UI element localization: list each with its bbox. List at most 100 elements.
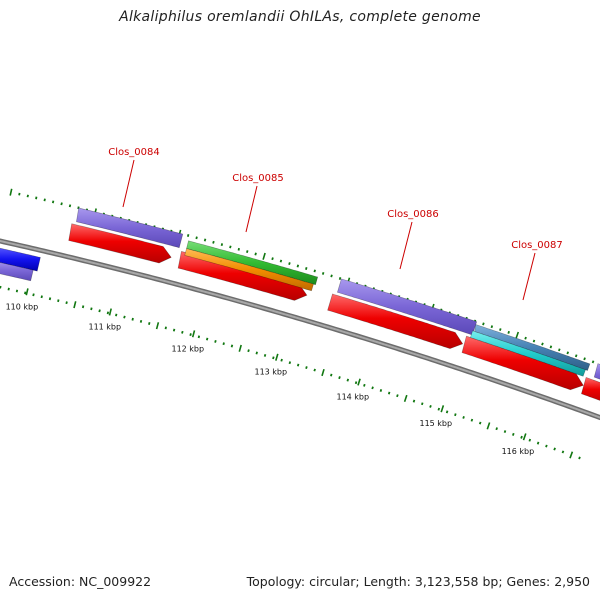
minor-tick [499, 328, 502, 331]
minor-tick [230, 344, 234, 348]
minor-tick [106, 311, 110, 315]
minor-tick [43, 198, 46, 202]
minor-tick [371, 386, 374, 390]
minor-tick [412, 399, 416, 403]
minor-tick [338, 277, 342, 280]
minor-tick [271, 257, 274, 261]
minor-tick [254, 252, 257, 256]
minor-tick [172, 328, 176, 332]
minor-tick [288, 361, 292, 365]
minor-tick [421, 402, 424, 406]
minor-tick [90, 307, 93, 311]
gene-band [0, 262, 34, 282]
accession-text: Accession: NC_009922 [9, 574, 152, 589]
minor-tick [520, 435, 523, 439]
map-title: Alkaliphilus oremlandii OhILAs, complete… [119, 9, 481, 25]
minor-tick [561, 450, 565, 454]
minor-tick [536, 441, 540, 445]
major-tick [9, 188, 13, 196]
minor-tick [574, 354, 578, 358]
minor-tick [288, 262, 291, 266]
minor-tick [255, 351, 258, 355]
minor-tick [212, 240, 215, 244]
scale-tick [275, 353, 279, 361]
minor-tick [532, 339, 536, 343]
gene-label: Clos_0086 [387, 209, 439, 220]
minor-tick [123, 315, 126, 319]
cds-arrow [581, 377, 600, 401]
minor-tick [558, 348, 561, 352]
minor-tick [495, 427, 498, 431]
minor-tick [541, 342, 544, 346]
gene-label: Clos_0085 [232, 173, 284, 184]
minor-tick [65, 301, 68, 305]
major-tick [262, 252, 266, 260]
label-leader-line [522, 252, 536, 301]
minor-tick [214, 339, 217, 343]
minor-tick [305, 366, 308, 370]
scale-tick [357, 378, 361, 386]
label-leader-line [399, 221, 413, 270]
minor-tick [51, 200, 55, 204]
minor-tick [482, 322, 485, 326]
scale-tick [191, 330, 196, 338]
minor-tick [507, 330, 510, 334]
scale-tick [25, 288, 29, 296]
minor-tick [7, 287, 10, 291]
minor-tick [247, 349, 250, 353]
minor-tick [237, 247, 240, 251]
minor-tick [470, 418, 474, 422]
genome-summary-text: Topology: circular; Length: 3,123,558 bp… [246, 574, 590, 589]
inner-tick-ring [0, 285, 581, 460]
minor-tick [115, 313, 118, 317]
minor-tick [272, 356, 275, 360]
major-tick [155, 322, 160, 330]
scale-tick [108, 308, 112, 316]
label-leader-line [122, 159, 135, 208]
minor-tick [553, 447, 556, 451]
gene-band [470, 330, 586, 377]
minor-tick [189, 333, 192, 337]
minor-tick [528, 438, 532, 442]
minor-tick [246, 250, 249, 254]
minor-tick [220, 243, 224, 247]
minor-tick [330, 274, 333, 278]
minor-tick [462, 416, 465, 419]
genome-backbone-highlight [0, 239, 600, 419]
minor-tick [512, 432, 515, 436]
minor-tick [354, 381, 358, 385]
scale-label: 110 kbp [6, 303, 39, 312]
scale-label: 113 kbp [254, 368, 287, 377]
gene-label: Clos_0084 [108, 147, 160, 158]
minor-tick [15, 289, 19, 293]
minor-tick [195, 236, 198, 240]
scale-tick [522, 433, 527, 441]
minor-tick [60, 202, 63, 206]
major-tick [321, 368, 325, 377]
minor-tick [305, 267, 308, 270]
minor-tick [279, 259, 283, 263]
scale-label: 114 kbp [336, 392, 369, 401]
minor-tick [181, 330, 184, 334]
minor-tick [77, 206, 80, 210]
minor-tick [57, 299, 60, 303]
minor-tick [396, 394, 399, 398]
minor-tick [296, 363, 300, 367]
minor-tick [139, 319, 143, 323]
minor-tick [203, 238, 207, 242]
minor-tick [346, 378, 350, 382]
minor-tick [524, 336, 527, 340]
minor-tick [32, 293, 35, 297]
minor-tick [131, 317, 134, 321]
minor-tick [164, 326, 167, 330]
label-leader-line [245, 185, 258, 233]
minor-tick [68, 204, 72, 208]
minor-tick [263, 353, 267, 357]
minor-tick [545, 444, 548, 448]
major-tick [73, 301, 77, 309]
minor-tick [578, 456, 581, 460]
minor-tick [222, 342, 225, 346]
minor-tick [40, 295, 43, 299]
scale-label: 116 kbp [502, 447, 535, 456]
